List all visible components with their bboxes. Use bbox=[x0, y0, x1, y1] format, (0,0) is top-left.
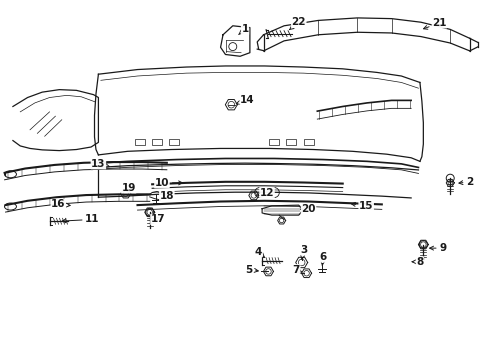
Text: 3: 3 bbox=[300, 245, 307, 259]
Text: 6: 6 bbox=[319, 252, 327, 265]
Text: 16: 16 bbox=[51, 199, 70, 210]
Bar bbox=[135, 139, 145, 145]
Text: 8: 8 bbox=[412, 257, 423, 267]
Text: 14: 14 bbox=[236, 95, 255, 105]
Text: 1: 1 bbox=[239, 24, 248, 35]
Text: 12: 12 bbox=[256, 188, 274, 198]
Bar bbox=[152, 139, 162, 145]
Text: 19: 19 bbox=[122, 183, 136, 193]
Text: 5: 5 bbox=[245, 265, 258, 275]
Text: 9: 9 bbox=[430, 243, 446, 253]
Bar bbox=[270, 139, 279, 145]
Text: 18: 18 bbox=[160, 191, 174, 201]
Bar bbox=[303, 139, 314, 145]
Text: 4: 4 bbox=[255, 247, 265, 258]
Text: 10: 10 bbox=[155, 178, 182, 188]
Text: 2: 2 bbox=[459, 177, 473, 187]
Text: 22: 22 bbox=[290, 17, 306, 30]
Text: 15: 15 bbox=[351, 201, 373, 211]
Text: 20: 20 bbox=[300, 204, 316, 215]
Text: 17: 17 bbox=[151, 215, 165, 224]
Text: 21: 21 bbox=[423, 18, 447, 29]
Bar bbox=[287, 139, 296, 145]
Text: 11: 11 bbox=[62, 215, 100, 224]
Text: 7: 7 bbox=[293, 265, 302, 275]
Text: 13: 13 bbox=[91, 159, 109, 169]
Bar bbox=[169, 139, 179, 145]
